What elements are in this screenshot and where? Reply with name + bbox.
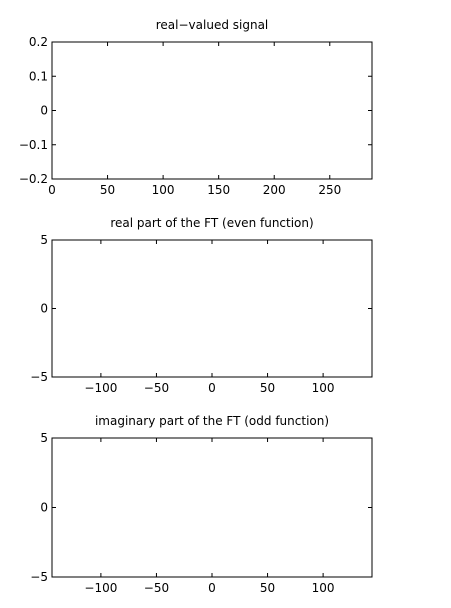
signal-xtick-label-5: 250: [318, 183, 341, 197]
signal-ytick-label-2: 0: [40, 104, 48, 118]
signal-axes-frame: [51, 41, 373, 180]
signal-xtick-label-1: 50: [100, 183, 115, 197]
ft-imag-ytick-label-2: 5: [40, 431, 48, 445]
ft-imag-axes-frame: [51, 437, 373, 578]
ft-real-xtick-label-2: 0: [208, 381, 216, 395]
signal-xtick-label-0: 0: [48, 183, 56, 197]
signal-ytick-label-0: −0.2: [19, 172, 48, 186]
ft-imag-xtick-label-0: −100: [84, 581, 117, 595]
signal-ytick-label-1: −0.1: [19, 138, 48, 152]
ft-imag-xtick-label-2: 0: [208, 581, 216, 595]
ft-imag-xtick-label-4: 100: [312, 581, 335, 595]
signal-xtick-label-3: 150: [207, 183, 230, 197]
panel-signal: 0 50 100 150 200 250 −0.2 −0.1 0 0.1 0.2 real−value…: [19, 18, 373, 197]
signal-title: real−valued signal: [156, 18, 269, 32]
ft-real-xtick-label-4: 100: [312, 381, 335, 395]
signal-ytick-label-3: 0.1: [29, 69, 48, 83]
ft-imag-title: imaginary part of the FT (odd function): [95, 414, 329, 428]
ft-imag-xtick-label-3: 50: [260, 581, 275, 595]
ft-real-ytick-label-1: 0: [40, 302, 48, 316]
signal-ytick-label-4: 0.2: [29, 35, 48, 49]
ft-real-axes-frame: [51, 239, 373, 378]
ft-real-xtick-label-3: 50: [260, 381, 275, 395]
ft-real-title: real part of the FT (even function): [110, 216, 313, 230]
ft-imag-xtick-label-1: −50: [144, 581, 169, 595]
ft-real-ytick-label-2: 5: [40, 233, 48, 247]
ft-imag-ytick-label-0: −5: [30, 570, 48, 584]
signal-xtick-label-2: 100: [152, 183, 175, 197]
ft-real-xtick-label-0: −100: [84, 381, 117, 395]
ft-imag-ytick-label-1: 0: [40, 501, 48, 515]
signal-xtick-label-4: 200: [263, 183, 286, 197]
ft-real-ytick-label-0: −5: [30, 370, 48, 384]
ft-real-xtick-label-1: −50: [144, 381, 169, 395]
